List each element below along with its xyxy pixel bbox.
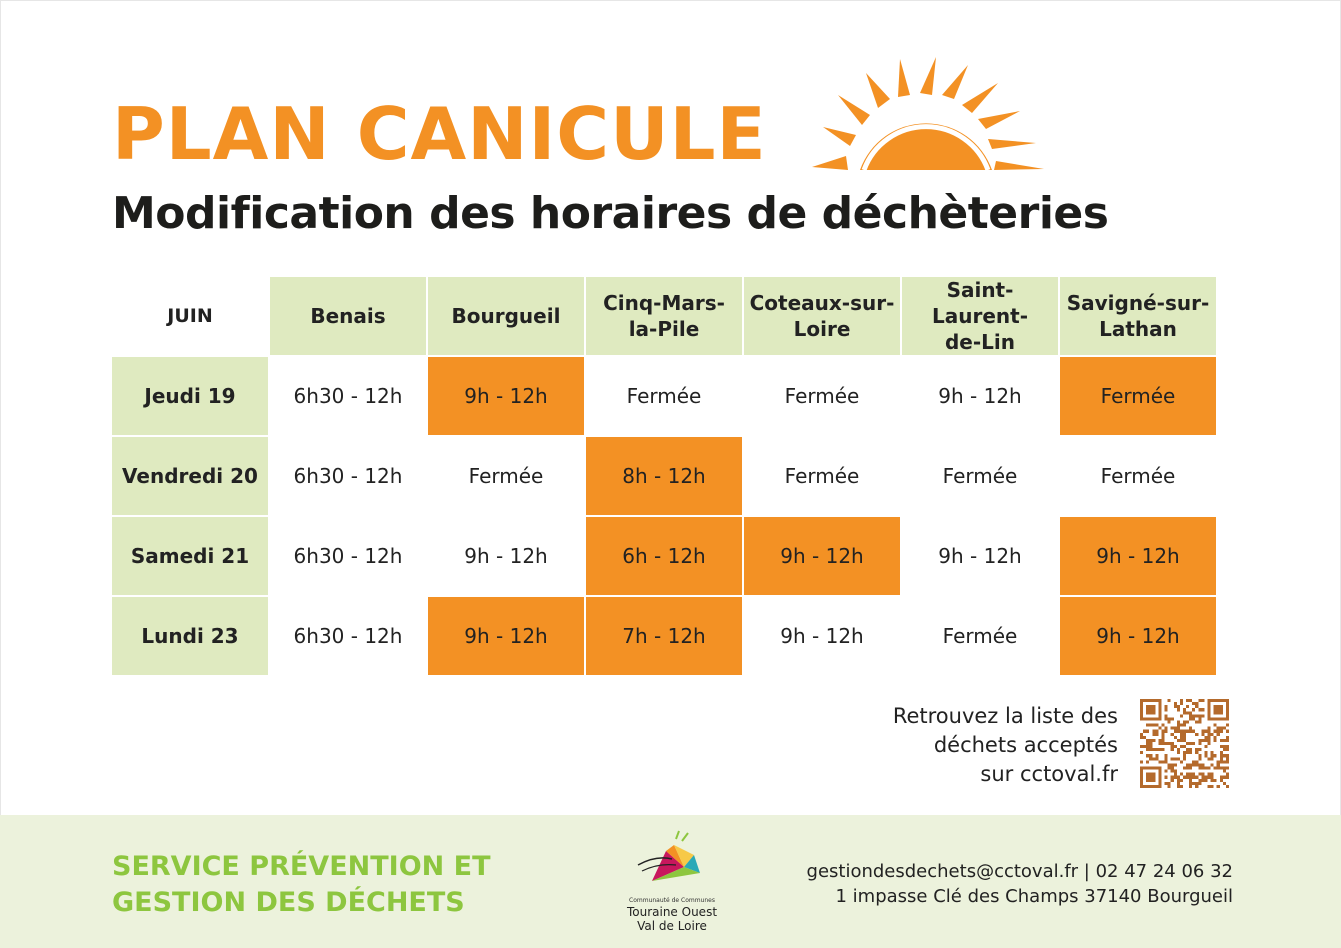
column-header: Bourgueil	[428, 277, 584, 355]
service-line: GESTION DES DÉCHETS	[112, 887, 465, 918]
hours-cell: 7h - 12h	[586, 597, 742, 675]
footer: SERVICE PRÉVENTION ET GESTION DES DÉCHET…	[0, 815, 1341, 948]
service-title: SERVICE PRÉVENTION ET GESTION DES DÉCHET…	[112, 849, 491, 921]
table-row: Lundi 23 6h30 - 12h 9h - 12h 7h - 12h 9h…	[112, 597, 1216, 675]
hours-cell: Fermée	[1060, 437, 1216, 515]
hours-cell: 8h - 12h	[586, 437, 742, 515]
hours-cell: Fermée	[428, 437, 584, 515]
row-day: Lundi 23	[112, 597, 268, 675]
info-line: déchets acceptés	[933, 733, 1118, 757]
hours-cell: 9h - 12h	[1060, 517, 1216, 595]
info-line: Retrouvez la liste des	[892, 704, 1118, 728]
contact-email-phone[interactable]: gestiondesdechets@cctoval.fr | 02 47 24 …	[806, 861, 1233, 882]
hours-cell: Fermée	[586, 357, 742, 435]
logo-mark-icon	[637, 830, 700, 881]
sun-icon	[812, 57, 1044, 171]
service-line: SERVICE PRÉVENTION ET	[112, 851, 491, 882]
hours-cell: 9h - 12h	[1060, 597, 1216, 675]
column-header: Benais	[270, 277, 426, 355]
hours-cell: 6h30 - 12h	[270, 357, 426, 435]
hours-cell: 9h - 12h	[902, 357, 1058, 435]
hours-cell: 9h - 12h	[744, 597, 900, 675]
table-row: Jeudi 19 6h30 - 12h 9h - 12h Fermée Ferm…	[112, 357, 1216, 435]
hours-cell: 9h - 12h	[428, 597, 584, 675]
hours-cell: 9h - 12h	[428, 357, 584, 435]
table-row: Vendredi 20 6h30 - 12h Fermée 8h - 12h F…	[112, 437, 1216, 515]
logo-name-line: Touraine Ouest	[626, 905, 718, 919]
info-link-text[interactable]: sur cctoval.fr	[980, 762, 1118, 786]
column-header: Cinq-Mars- la-Pile	[586, 277, 742, 355]
hours-cell: 6h30 - 12h	[270, 437, 426, 515]
cctoval-logo: Communauté de Communes Touraine Ouest Va…	[622, 829, 722, 939]
row-day: Samedi 21	[112, 517, 268, 595]
hours-cell: 9h - 12h	[428, 517, 584, 595]
row-day: Jeudi 19	[112, 357, 268, 435]
hours-cell: 9h - 12h	[902, 517, 1058, 595]
qr-code[interactable]	[1140, 699, 1229, 788]
contact-address: 1 impasse Clé des Champs 37140 Bourgueil	[835, 886, 1234, 907]
hours-cell: Fermée	[744, 437, 900, 515]
page-subtitle: Modification des horaires de déchèteries	[112, 188, 1109, 239]
logo-name: Touraine Ouest Val de Loire	[622, 905, 722, 933]
waste-list-info: Retrouvez la liste des déchets acceptés …	[840, 702, 1118, 789]
row-day: Vendredi 20	[112, 437, 268, 515]
page-title: PLAN CANICULE	[112, 92, 767, 176]
table-header-row: JUIN Benais Bourgueil Cinq-Mars- la-Pile…	[112, 277, 1216, 355]
month-label: JUIN	[112, 277, 268, 355]
column-header: Coteaux-sur- Loire	[744, 277, 900, 355]
hours-cell: 6h30 - 12h	[270, 517, 426, 595]
logo-small-text: Communauté de Communes	[629, 897, 715, 904]
table-row: Samedi 21 6h30 - 12h 9h - 12h 6h - 12h 9…	[112, 517, 1216, 595]
column-header: Savigné-sur- Lathan	[1060, 277, 1216, 355]
logo-name-line: Val de Loire	[637, 919, 707, 933]
hours-cell: 9h - 12h	[744, 517, 900, 595]
hours-cell: 6h30 - 12h	[270, 597, 426, 675]
hours-cell: Fermée	[902, 597, 1058, 675]
schedule-table: JUIN Benais Bourgueil Cinq-Mars- la-Pile…	[110, 275, 1218, 677]
hours-cell: Fermée	[902, 437, 1058, 515]
hours-cell: 6h - 12h	[586, 517, 742, 595]
hours-cell: Fermée	[1060, 357, 1216, 435]
contact-info: gestiondesdechets@cctoval.fr | 02 47 24 …	[807, 859, 1233, 909]
column-header: Saint- Laurent- de-Lin	[902, 277, 1058, 355]
hours-cell: Fermée	[744, 357, 900, 435]
